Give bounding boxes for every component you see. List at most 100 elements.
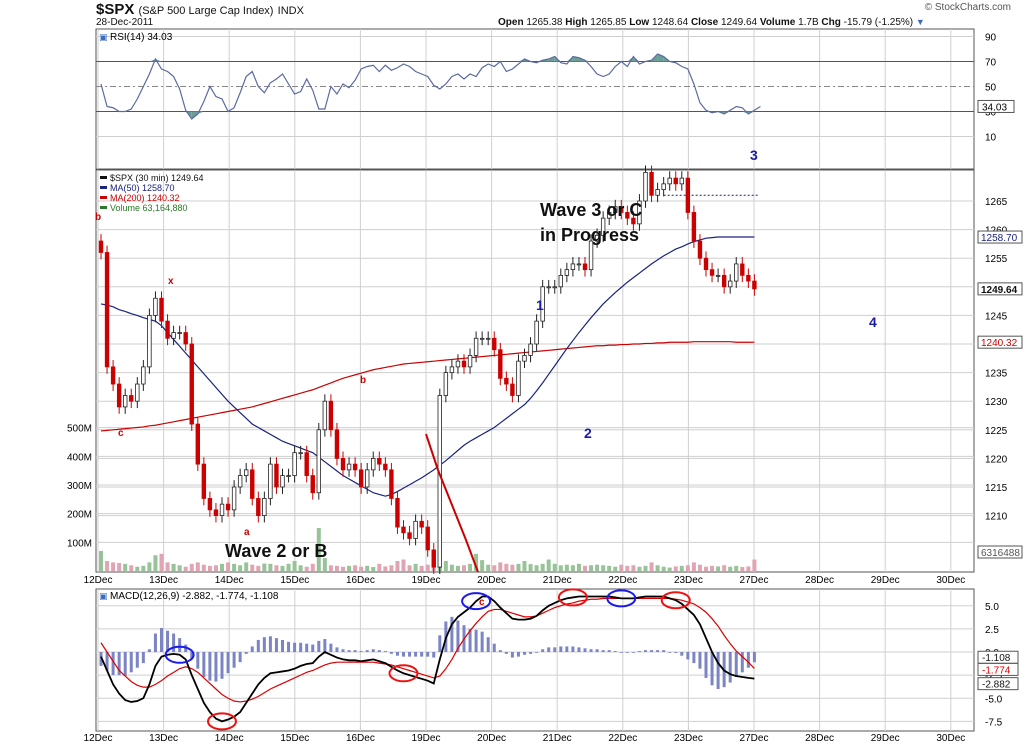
price-candle xyxy=(625,212,630,219)
open-value: 1265.38 xyxy=(526,17,563,28)
volume-bar xyxy=(722,565,727,571)
volume-bar xyxy=(570,565,575,571)
macd-histogram-bar xyxy=(716,652,720,689)
price-candle xyxy=(340,457,346,471)
rsi-panel xyxy=(95,28,975,170)
volume-bar xyxy=(474,553,479,571)
price-candle xyxy=(498,349,503,379)
macd-histogram-bar xyxy=(287,641,291,652)
macd-histogram-bar xyxy=(395,652,399,656)
macd-histogram-bar xyxy=(644,650,647,652)
price-candle xyxy=(437,395,442,568)
x-tick-label: 28Dec xyxy=(805,733,834,744)
rsi-value-label: 34.03 xyxy=(982,102,1007,113)
price-candle xyxy=(479,337,485,340)
price-legend-swatch xyxy=(100,196,107,199)
volume-bar xyxy=(576,563,581,571)
price-candle xyxy=(564,269,570,276)
macd-histogram-bar xyxy=(166,630,170,652)
price-value-label: 1258.70 xyxy=(981,233,1018,244)
volume-bar xyxy=(601,565,606,571)
volume-bar xyxy=(207,565,212,571)
wave-label: c xyxy=(479,597,485,608)
volume-bar xyxy=(286,563,291,571)
x-tick-label: 20Dec xyxy=(477,575,506,586)
price-candle xyxy=(116,383,122,408)
volume-bar xyxy=(655,565,660,571)
price-value-label: 6316488 xyxy=(981,548,1020,559)
price-candle xyxy=(413,520,418,539)
high-label: High xyxy=(565,17,588,28)
volume-bar xyxy=(449,564,454,571)
macd-tick-label: -5.0 xyxy=(985,694,1003,705)
price-candle xyxy=(691,212,697,242)
macd-crossover-circle xyxy=(557,588,588,607)
macd-legend: MACD(12,26,9) -2.882, -1.774, -1.108 xyxy=(110,591,279,602)
macd-signal-line xyxy=(100,597,755,703)
volume-bar xyxy=(183,566,188,571)
volume-bar xyxy=(316,527,321,571)
volume-bar xyxy=(153,555,158,571)
macd-histogram-bar xyxy=(408,652,412,657)
volume-bar xyxy=(685,565,690,571)
volume-bar xyxy=(607,565,612,571)
price-tick-label: 1255 xyxy=(985,254,1008,265)
price-candle xyxy=(153,297,158,316)
macd-histogram-bar xyxy=(141,652,145,664)
price-candle xyxy=(207,498,213,511)
wave-c-line xyxy=(425,433,479,573)
macd-histogram-bar xyxy=(450,616,454,652)
macd-crossover-circle xyxy=(660,591,691,610)
price-candle xyxy=(516,360,521,396)
x-tick-label: 14Dec xyxy=(215,733,244,744)
volume-bar xyxy=(667,567,672,571)
price-value-label: 1240.32 xyxy=(981,338,1018,349)
macd-tick-label: -7.5 xyxy=(985,717,1003,728)
chg-dropdown-icon[interactable]: ▼ xyxy=(915,17,925,27)
macd-histogram-bar xyxy=(123,652,127,677)
price-value-tag xyxy=(977,230,1023,244)
price-candle xyxy=(467,355,473,368)
price-candle xyxy=(280,475,285,488)
volume-bar xyxy=(625,565,630,571)
price-candle xyxy=(461,360,467,368)
x-tick-label: 16Dec xyxy=(346,733,375,744)
volume-bar xyxy=(268,563,273,571)
macd-histogram-bar xyxy=(752,652,756,663)
macd-histogram-bar xyxy=(281,639,284,652)
macd-histogram-bar xyxy=(383,651,387,652)
price-candle xyxy=(129,395,134,402)
volume-bar xyxy=(238,565,243,571)
volume-bar xyxy=(195,562,200,571)
macd-histogram-bar xyxy=(710,652,714,686)
volume-tick-label: 500M xyxy=(67,424,92,435)
wave3-annotation: in Progress xyxy=(540,225,639,245)
rsi-overbought-fill xyxy=(627,56,634,62)
wave-label: c xyxy=(118,428,124,439)
x-tick-label: 28Dec xyxy=(805,575,834,586)
volume-bar xyxy=(383,566,388,571)
volume-bar xyxy=(365,565,370,571)
price-candle xyxy=(262,498,267,517)
macd-histogram-bar xyxy=(523,652,526,655)
volume-bar xyxy=(99,550,103,571)
macd-histogram-bar xyxy=(160,627,163,652)
x-tick-label: 14Dec xyxy=(215,575,244,586)
volume-bar xyxy=(734,565,739,571)
wave-label: a xyxy=(244,527,250,538)
macd-histogram-bar xyxy=(601,650,605,652)
volume-bar xyxy=(232,563,237,571)
chg-value: -15.79 (-1.25%) xyxy=(843,17,914,28)
volume-bar xyxy=(395,560,400,571)
macd-histogram-bar xyxy=(426,652,430,657)
volume-bar xyxy=(359,566,364,571)
rsi-overbought-fill xyxy=(149,59,156,62)
volume-bar xyxy=(347,565,352,571)
wave-label: b xyxy=(360,375,366,386)
ma200-line xyxy=(100,341,755,432)
axis-labels: 12Dec 12Dec 13Dec 13Dec 14Dec 14Dec 15Dec 15Dec… xyxy=(67,33,1023,744)
macd-histogram-bar xyxy=(371,649,375,652)
x-tick-label: 20Dec xyxy=(477,733,506,744)
x-tick-label: 15Dec xyxy=(280,733,309,744)
volume-bar xyxy=(649,562,654,571)
